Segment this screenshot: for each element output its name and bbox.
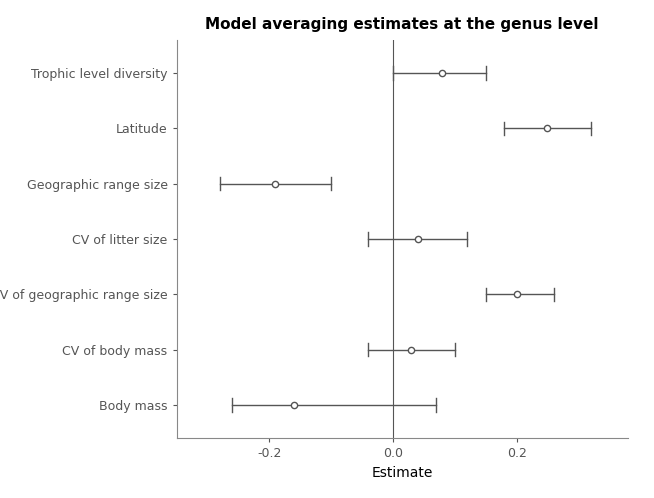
- Title: Model averaging estimates at the genus level: Model averaging estimates at the genus l…: [205, 17, 599, 32]
- X-axis label: Estimate: Estimate: [371, 466, 433, 480]
